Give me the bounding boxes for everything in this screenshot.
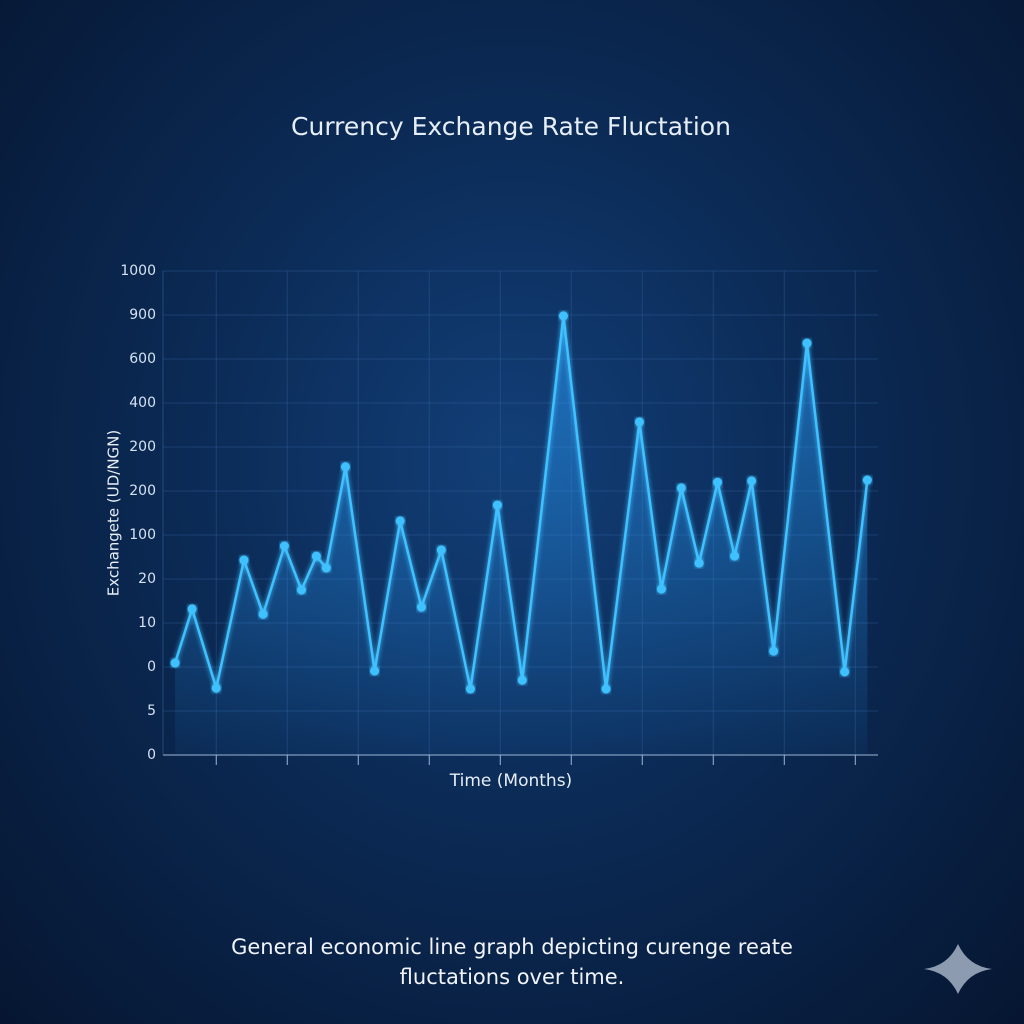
y-tick-label: 5 <box>147 703 156 719</box>
point <box>187 604 197 614</box>
point <box>747 476 757 486</box>
point <box>436 545 446 555</box>
point <box>694 558 704 568</box>
point <box>676 483 686 493</box>
point <box>656 584 666 594</box>
x-axis-label: Time (Months) <box>449 771 572 791</box>
point <box>802 338 812 348</box>
y-tick-label: 900 <box>129 307 156 323</box>
point <box>211 683 221 693</box>
area <box>175 315 868 755</box>
sparkle-icon <box>924 944 992 994</box>
caption: General economic line graph depicting cu… <box>231 935 793 989</box>
point <box>840 667 850 677</box>
y-axis-label: Exchangete (UD/NGN) <box>105 430 123 597</box>
point <box>634 417 644 427</box>
point <box>416 602 426 612</box>
point <box>170 658 180 668</box>
chart-title: Currency Exchange Rate Fluctation <box>291 112 731 141</box>
point <box>395 516 405 526</box>
point <box>862 475 872 485</box>
point <box>769 646 779 656</box>
y-tick-label: 20 <box>138 571 156 587</box>
point <box>321 563 331 573</box>
y-tick-label: 400 <box>129 395 156 411</box>
y-tick-label: 1000 <box>120 263 156 279</box>
point <box>311 551 321 561</box>
point <box>492 500 502 510</box>
point <box>239 555 249 565</box>
y-tick-label: 0 <box>147 747 156 763</box>
y-tick-label: 600 <box>129 351 156 367</box>
point <box>279 541 289 551</box>
point <box>296 585 306 595</box>
line <box>173 315 869 694</box>
y-tick-label: 100 <box>129 527 156 543</box>
point <box>517 675 527 685</box>
point <box>465 684 475 694</box>
point <box>340 462 350 472</box>
point <box>370 666 380 676</box>
y-tick-label: 200 <box>129 483 156 499</box>
point <box>558 311 568 321</box>
y-tick-label: 0 <box>147 659 156 675</box>
y-tick-label: 10 <box>138 615 156 631</box>
point <box>601 684 611 694</box>
y-tick-label: 200 <box>129 439 156 455</box>
point <box>713 477 723 487</box>
point <box>730 551 740 561</box>
point <box>258 609 268 619</box>
